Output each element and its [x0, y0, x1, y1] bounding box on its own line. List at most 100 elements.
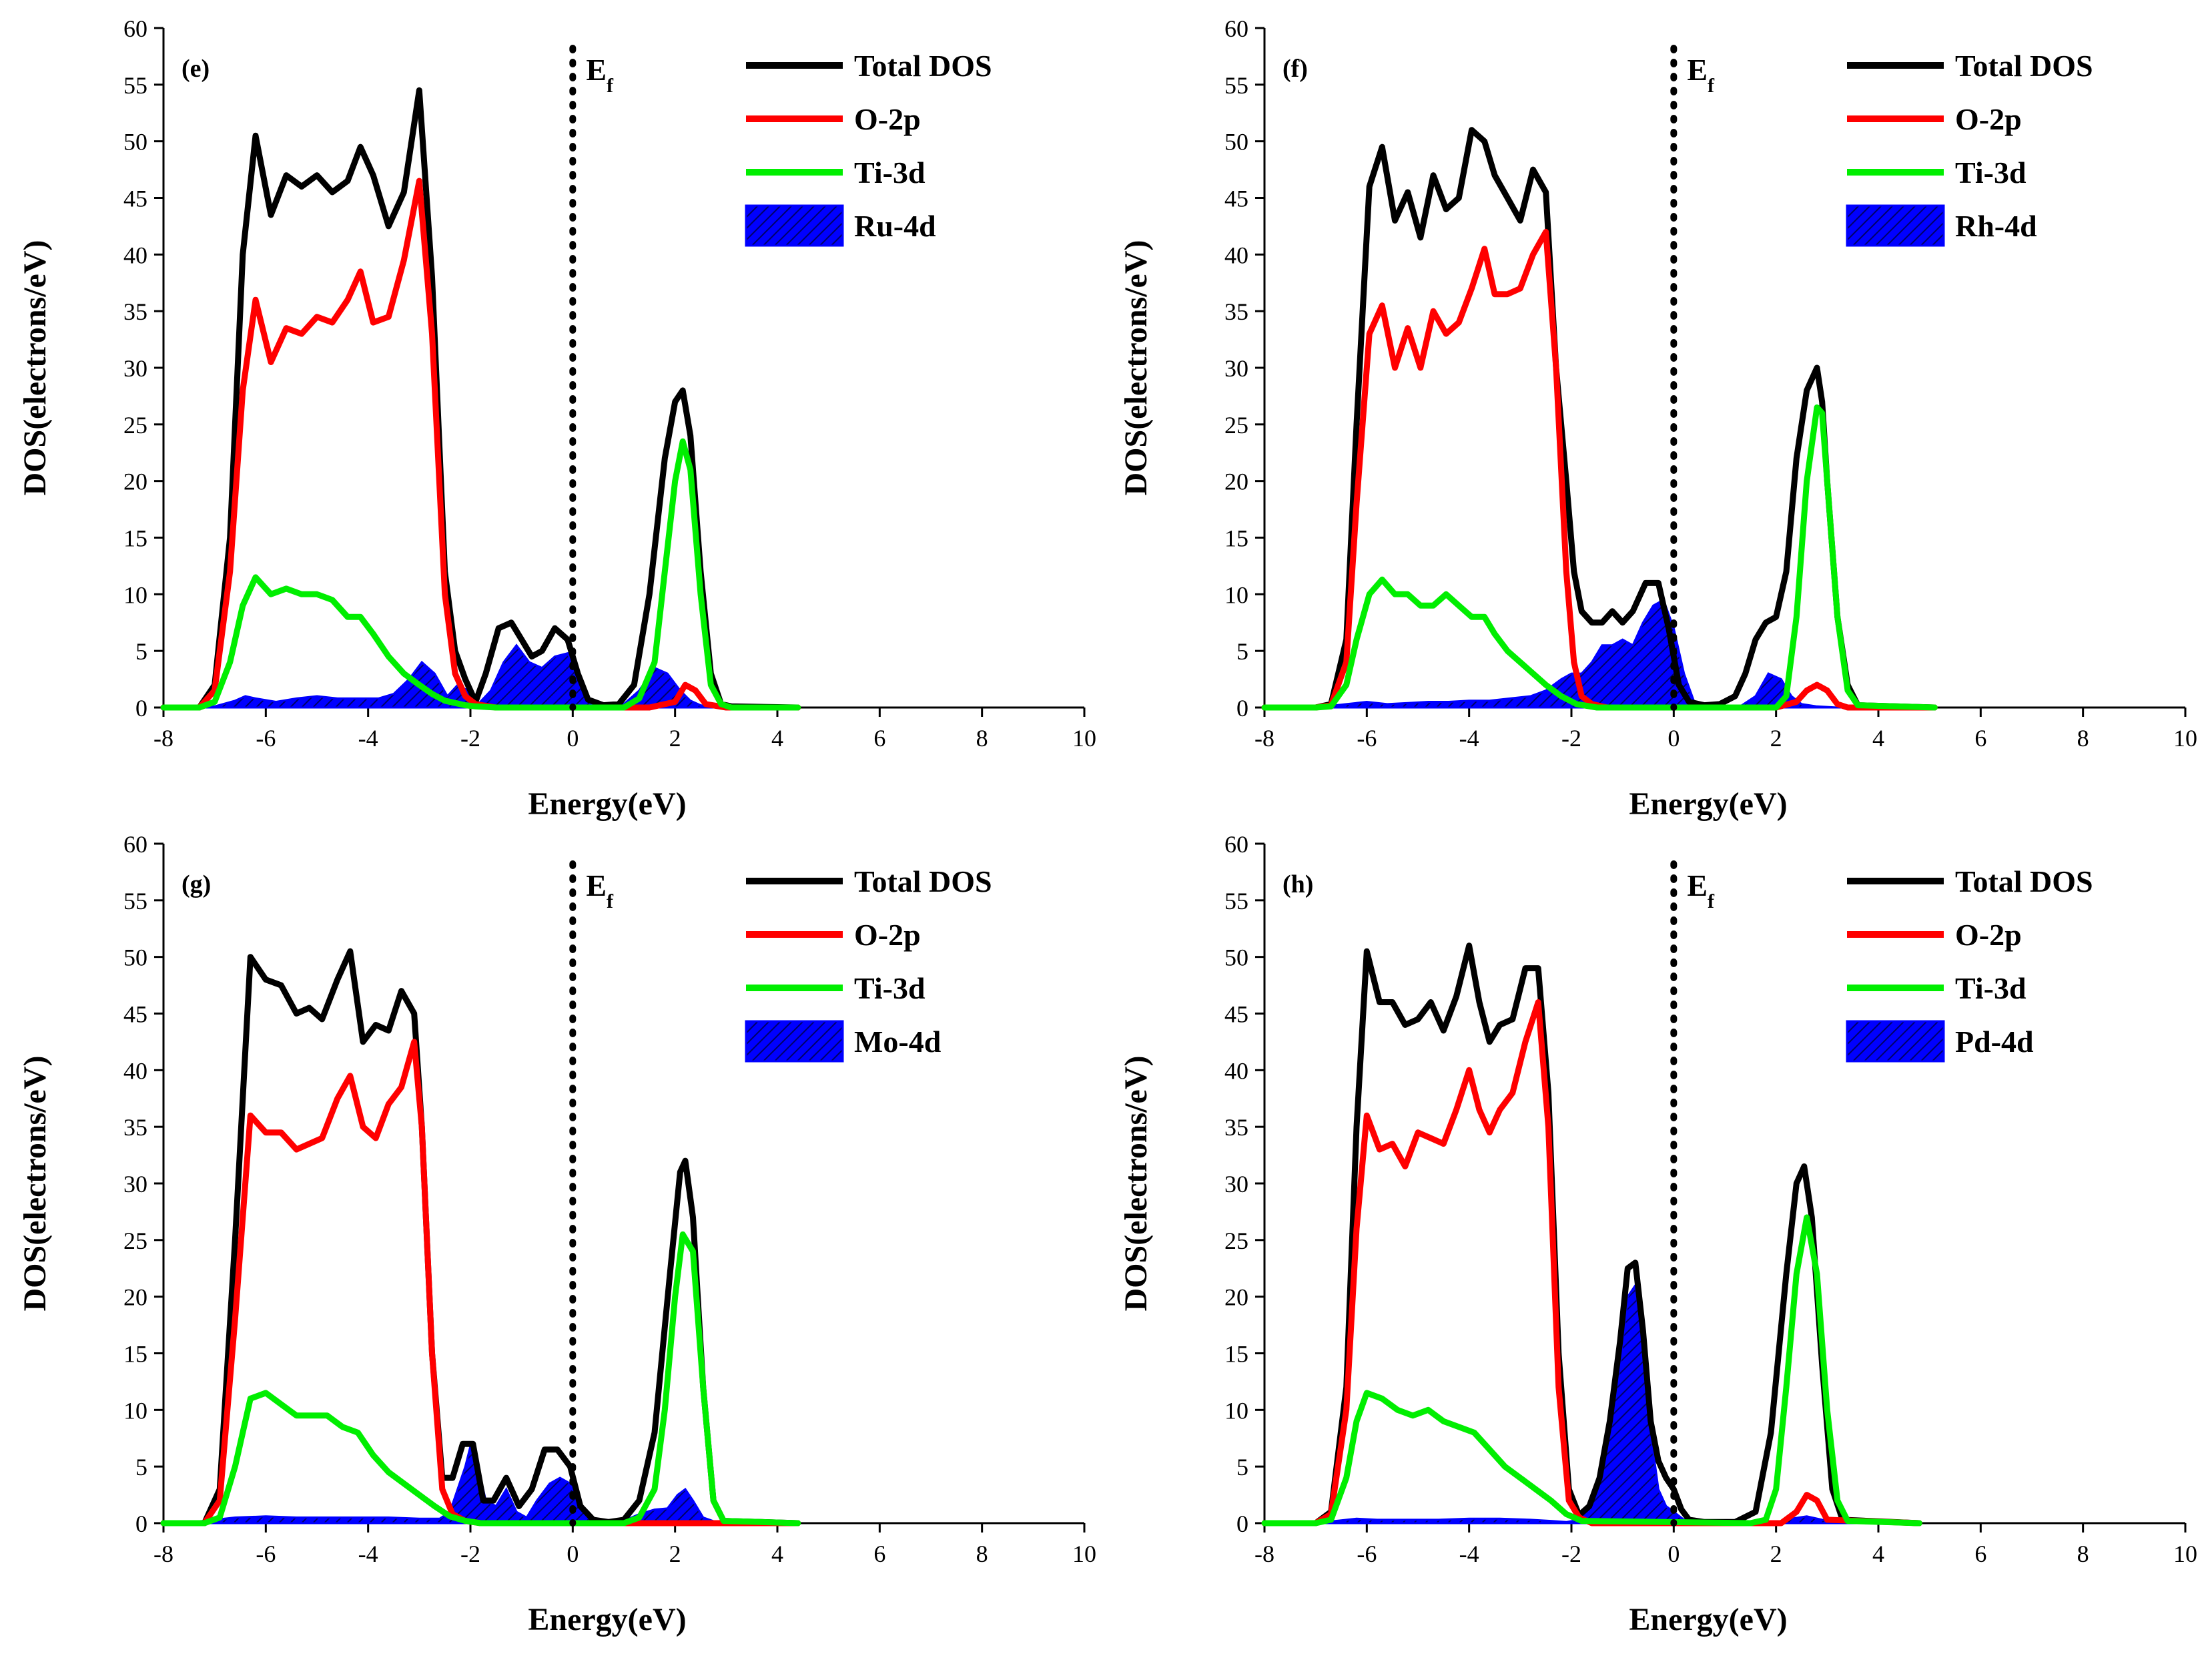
series-total-dos-line — [160, 87, 801, 711]
y-tick-label: 20 — [123, 1284, 147, 1311]
y-tick-label: 60 — [1224, 15, 1248, 42]
x-tick-label: 0 — [1668, 1541, 1680, 1567]
legend-swatch-ru-4d — [745, 204, 844, 247]
y-tick-label: 45 — [123, 1001, 147, 1028]
x-tick-label: -4 — [358, 1541, 378, 1567]
y-tick-label: 45 — [1224, 186, 1248, 212]
x-tick-label: 0 — [567, 725, 579, 752]
x-tick-label: 0 — [1668, 725, 1680, 752]
y-tick-label: 30 — [123, 355, 147, 382]
x-tick-label: 6 — [873, 1541, 885, 1567]
y-tick-label: 0 — [1236, 695, 1248, 722]
x-tick-label: -4 — [358, 725, 378, 752]
y-axis-label: DOS(electrons/eV) — [1118, 240, 1154, 495]
y-tick-label: 50 — [1224, 129, 1248, 156]
series-ti-3d-line — [160, 1231, 801, 1527]
legend-label-ti-3d: Ti-3d — [1955, 156, 2026, 190]
legend-label-ti-3d: Ti-3d — [1955, 971, 2026, 1005]
legend-label-rh-4d: Rh-4d — [1955, 209, 2037, 243]
y-tick-label: 10 — [123, 1397, 147, 1424]
x-tick-label: 4 — [771, 725, 783, 752]
legend-label-ti-3d: Ti-3d — [854, 971, 926, 1005]
y-tick-label: 15 — [123, 1341, 147, 1368]
x-tick-label: -2 — [460, 725, 480, 752]
y-tick-label: 15 — [1224, 1341, 1248, 1368]
x-tick-label: 4 — [1872, 1541, 1884, 1567]
legend-label-total-dos: Total DOS — [854, 49, 992, 83]
x-tick-label: -8 — [1254, 1541, 1274, 1567]
y-tick-label: 40 — [123, 242, 147, 268]
series-o-2p-line — [160, 178, 801, 711]
legend-label-ti-3d: Ti-3d — [854, 156, 926, 190]
x-tick-label: -2 — [460, 1541, 480, 1567]
panel-label: (h) — [1282, 870, 1313, 898]
series-total-dos-line — [1261, 942, 1922, 1527]
x-axis-label: Energy(eV) — [528, 1602, 686, 1637]
x-tick-label: -8 — [1254, 725, 1274, 752]
y-tick-label: 20 — [123, 469, 147, 495]
y-axis-label: DOS(electrons/eV) — [17, 1055, 53, 1311]
y-tick-label: 55 — [1224, 888, 1248, 914]
legend-label-pd-4d: Pd-4d — [1955, 1025, 2034, 1059]
legend-label-ru-4d: Ru-4d — [854, 209, 936, 243]
y-axis-label: DOS(electrons/eV) — [1118, 1055, 1154, 1311]
panel-1: -8 -6 -4 -2 0 2 4 6 8 10 0 5 10 15 20 25 30 35 40 45 50 55 60 E… — [1118, 15, 2197, 822]
x-tick-label: -8 — [153, 725, 173, 752]
y-tick-label: 5 — [135, 1454, 147, 1480]
x-tick-label: 10 — [1072, 725, 1096, 752]
y-tick-label: 25 — [123, 1227, 147, 1254]
x-tick-label: -6 — [256, 725, 276, 752]
series-o-2p-line — [1261, 999, 1922, 1527]
y-tick-label: 40 — [123, 1057, 147, 1084]
x-tick-label: 8 — [2077, 1541, 2089, 1567]
panel-label: (f) — [1282, 55, 1308, 83]
fermi-label: Ef — [1687, 868, 1715, 912]
x-axis-label: Energy(eV) — [1629, 1602, 1787, 1637]
x-tick-label: -4 — [1459, 1541, 1479, 1567]
y-tick-label: 20 — [1224, 469, 1248, 495]
y-tick-label: 10 — [123, 581, 147, 608]
y-tick-label: 15 — [1224, 525, 1248, 552]
x-tick-label: -2 — [1561, 725, 1581, 752]
y-tick-label: 5 — [1236, 1454, 1248, 1480]
y-tick-label: 35 — [123, 298, 147, 325]
legend-label-total-dos: Total DOS — [854, 864, 992, 898]
y-tick-label: 5 — [1236, 638, 1248, 665]
x-tick-label: 4 — [771, 1541, 783, 1567]
y-tick-label: 50 — [123, 944, 147, 971]
legend-label-o-2p: O-2p — [854, 102, 921, 136]
fermi-label: Ef — [586, 53, 614, 97]
x-tick-label: 2 — [1770, 725, 1782, 752]
series-total-dos-line — [160, 948, 801, 1527]
y-tick-label: 25 — [1224, 1227, 1248, 1254]
y-tick-label: 25 — [1224, 412, 1248, 439]
panel-label: (g) — [181, 870, 211, 898]
y-tick-label: 35 — [123, 1114, 147, 1141]
legend-label-total-dos: Total DOS — [1955, 864, 2093, 898]
series-o-2p-line — [1261, 228, 1938, 711]
y-tick-label: 60 — [1224, 831, 1248, 858]
legend-label-o-2p: O-2p — [854, 918, 921, 952]
x-axis-label: Energy(eV) — [1629, 786, 1787, 822]
y-tick-label: 55 — [123, 72, 147, 99]
legend-swatch-mo-4d — [745, 1020, 844, 1063]
y-tick-label: 40 — [1224, 1057, 1248, 1084]
legend-label-mo-4d: Mo-4d — [854, 1025, 942, 1059]
x-tick-label: -2 — [1561, 1541, 1581, 1567]
y-tick-label: 55 — [123, 888, 147, 914]
x-tick-label: 2 — [669, 1541, 681, 1567]
y-tick-label: 55 — [1224, 72, 1248, 99]
x-tick-label: 8 — [976, 1541, 988, 1567]
x-tick-label: 8 — [2077, 725, 2089, 752]
series-total-dos-line — [1261, 127, 1938, 711]
x-tick-label: 10 — [2173, 1541, 2197, 1567]
y-tick-label: 30 — [1224, 355, 1248, 382]
x-tick-label: 10 — [1072, 1541, 1096, 1567]
y-tick-label: 10 — [1224, 581, 1248, 608]
x-tick-label: 6 — [1974, 725, 1986, 752]
y-tick-label: 50 — [123, 129, 147, 156]
y-tick-label: 0 — [135, 1510, 147, 1537]
y-tick-label: 30 — [123, 1171, 147, 1197]
fermi-label: Ef — [586, 868, 614, 912]
y-tick-label: 30 — [1224, 1171, 1248, 1197]
